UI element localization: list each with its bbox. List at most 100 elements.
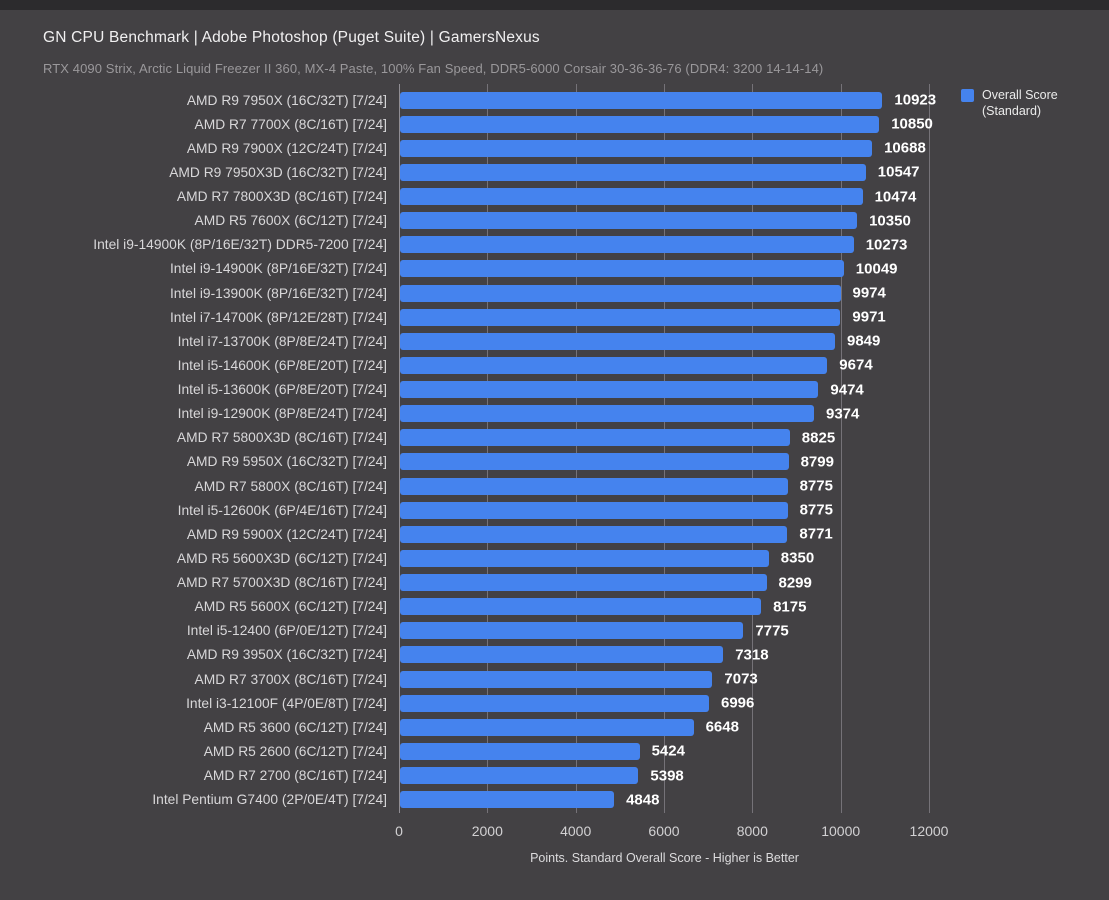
bar (400, 670, 713, 688)
value-label: 7073 (724, 670, 758, 688)
value-label: 8799 (800, 453, 834, 471)
legend-swatch-icon (961, 89, 974, 102)
legend-label-line1: Overall Score (982, 88, 1058, 102)
bar (400, 549, 769, 567)
value-label: 10923 (894, 91, 937, 109)
x-axis-tick-labels: 0 2000 4000 6000 8000 10000 12000 (395, 823, 948, 841)
bar-row: AMD R9 5950X (16C/32T) [7/24] 8799 (0, 450, 1109, 474)
bar-track: 10688 (399, 136, 930, 160)
bar (400, 525, 788, 543)
bar (400, 742, 640, 760)
value-label: 9971 (852, 308, 886, 326)
bar-row: Intel i9-14900K (8P/16E/32T) [7/24] 10049 (0, 257, 1109, 281)
bar (400, 477, 788, 495)
bar-track: 6996 (399, 691, 930, 715)
gridline (664, 84, 665, 813)
category-label: AMD R9 7950X (16C/32T) [7/24] (186, 92, 387, 108)
bar-track: 10350 (399, 209, 930, 233)
category-label: AMD R7 7700X (8C/16T) [7/24] (194, 116, 387, 132)
bar (400, 453, 789, 471)
category-label: Intel i5-14600K (6P/8E/20T) [7/24] (177, 357, 387, 373)
bar (400, 574, 767, 592)
bar (400, 598, 762, 616)
value-label: 8299 (778, 574, 812, 592)
bar (400, 429, 790, 447)
bar-track: 10273 (399, 233, 930, 257)
chart-title: GN CPU Benchmark | Adobe Photoshop (Puge… (43, 29, 540, 46)
bar-row: AMD R9 7950X3D (16C/32T) [7/24] 10547 (0, 160, 1109, 184)
x-tick-label: 4000 (560, 823, 592, 839)
bar (400, 694, 709, 712)
value-label: 10474 (874, 188, 917, 206)
category-label: AMD R7 7800X3D (8C/16T) [7/24] (176, 189, 387, 205)
value-label: 5398 (650, 767, 684, 785)
category-label: AMD R9 7950X3D (16C/32T) [7/24] (169, 164, 387, 180)
x-tick-label: 10000 (821, 823, 861, 839)
category-label: Intel i5-13600K (6P/8E/20T) [7/24] (177, 382, 387, 398)
value-label: 10547 (877, 163, 920, 181)
bar (400, 622, 744, 640)
value-label: 10273 (865, 236, 908, 254)
legend-label-line2: (Standard) (982, 104, 1042, 118)
value-label: 7775 (755, 622, 789, 640)
value-label: 6996 (721, 694, 755, 712)
bar-track: 8350 (399, 546, 930, 570)
bar-row: AMD R5 5600X3D (6C/12T) [7/24] 8350 (0, 546, 1109, 570)
bar-track: 9374 (399, 402, 930, 426)
category-label: Intel i7-14700K (8P/12E/28T) [7/24] (169, 309, 387, 325)
value-label: 8175 (773, 598, 807, 616)
category-label: AMD R9 7900X (12C/24T) [7/24] (186, 140, 387, 156)
value-label: 6648 (705, 718, 739, 736)
category-label: Intel i9-14900K (8P/16E/32T) [7/24] (169, 261, 387, 277)
category-label: AMD R7 5800X3D (8C/16T) [7/24] (176, 430, 387, 446)
bar-track: 4848 (399, 788, 930, 812)
category-label: AMD R5 7600X (6C/12T) [7/24] (194, 213, 387, 229)
x-axis-title: Points. Standard Overall Score - Higher … (530, 851, 799, 865)
category-label: AMD R5 5600X (6C/12T) [7/24] (194, 599, 387, 615)
gridline (487, 84, 489, 813)
bar (400, 212, 858, 230)
gridline (840, 84, 842, 813)
bar (400, 115, 880, 133)
category-label: AMD R9 5900X (12C/24T) [7/24] (186, 526, 387, 542)
value-label: 9474 (830, 381, 864, 399)
legend-label: Overall Score (Standard) (982, 87, 1058, 119)
bar (400, 718, 694, 736)
category-label: Intel i9-14900K (8P/16E/32T) DDR5-7200 [… (93, 237, 387, 253)
bar-track: 8799 (399, 450, 930, 474)
bar-rows: AMD R9 7950X (16C/32T) [7/24] 10923 AMD R7… (0, 88, 1109, 812)
category-label: AMD R7 5700X3D (8C/16T) [7/24] (176, 575, 387, 591)
bar (400, 260, 844, 278)
bar-track: 9971 (399, 305, 930, 329)
bar-track: 8825 (399, 426, 930, 450)
bar-track: 8299 (399, 571, 930, 595)
bar (400, 356, 828, 374)
category-label: AMD R7 2700 (8C/16T) [7/24] (203, 768, 387, 784)
bar-track: 10474 (399, 185, 930, 209)
bar-row: Intel i5-12600K (6P/4E/16T) [7/24] 8775 (0, 498, 1109, 522)
bar (400, 646, 724, 664)
bar-track: 7318 (399, 643, 930, 667)
y-axis-line (399, 84, 400, 813)
bar-row: AMD R5 7600X (6C/12T) [7/24] 10350 (0, 209, 1109, 233)
bar-track: 8175 (399, 595, 930, 619)
bar (400, 381, 819, 399)
gridline (929, 84, 930, 813)
category-label: AMD R9 5950X (16C/32T) [7/24] (186, 454, 387, 470)
chart-subtitle: RTX 4090 Strix, Arctic Liquid Freezer II… (43, 61, 824, 76)
x-tick-label: 6000 (648, 823, 680, 839)
bar-row: AMD R9 7900X (12C/24T) [7/24] 10688 (0, 136, 1109, 160)
bar-track: 7775 (399, 619, 930, 643)
category-label: Intel i5-12400 (6P/0E/12T) [7/24] (186, 623, 387, 639)
bar (400, 308, 841, 326)
bar-row: AMD R9 5900X (12C/24T) [7/24] 8771 (0, 522, 1109, 546)
category-label: Intel i5-12600K (6P/4E/16T) [7/24] (177, 502, 387, 518)
bar-row: AMD R7 2700 (8C/16T) [7/24] 5398 (0, 764, 1109, 788)
bar-track: 9974 (399, 281, 930, 305)
bar-track: 8775 (399, 474, 930, 498)
category-label: AMD R7 3700X (8C/16T) [7/24] (194, 671, 387, 687)
bar-row: AMD R5 2600 (6C/12T) [7/24] 5424 (0, 739, 1109, 763)
value-label: 10350 (869, 212, 911, 230)
bar-track: 10547 (399, 160, 930, 184)
